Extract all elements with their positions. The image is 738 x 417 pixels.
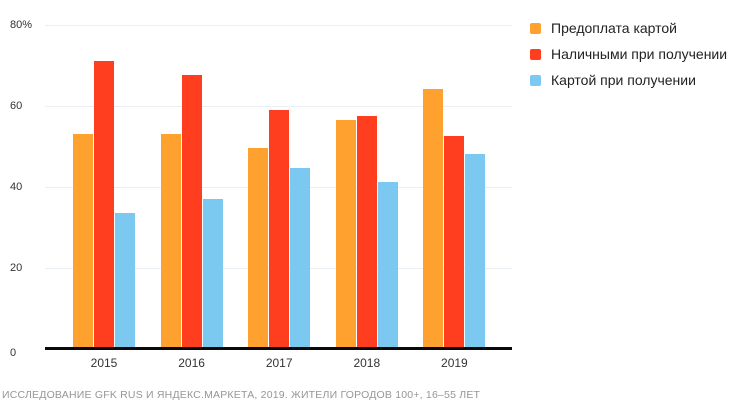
gridline-60 [45, 105, 512, 107]
bar-2016-series-0[interactable] [160, 133, 181, 349]
bar-2016-series-2[interactable] [202, 198, 223, 349]
legend-swatch-icon [530, 22, 541, 34]
bar-2015-series-0[interactable] [73, 133, 93, 349]
bar-2015-series-1[interactable] [94, 60, 114, 349]
legend-item-2[interactable]: Картой при получении [530, 72, 727, 88]
x-tick-label-2018: 2018 [353, 356, 381, 370]
legend-label: Картой при получении [551, 72, 696, 88]
bar-2015-series-2[interactable] [115, 212, 135, 349]
legend-item-1[interactable]: Наличными при получении [530, 46, 727, 62]
legend-swatch-icon [530, 74, 541, 86]
bar-2018-series-1[interactable] [356, 115, 377, 349]
legend: Предоплата картой Наличными при получении… [530, 20, 727, 88]
bar-2017-series-0[interactable] [248, 148, 269, 349]
x-tick-label-2019: 2019 [441, 356, 468, 370]
y-tick-label-60: 60 [10, 99, 23, 112]
source-note: ИССЛЕДОВАНИЕ GFK RUS И ЯНДЕКС.МАРКЕТА, 2… [2, 389, 481, 401]
bar-2019-series-0[interactable] [423, 89, 444, 349]
bar-2018-series-2[interactable] [377, 182, 398, 349]
bar-2018-series-0[interactable] [335, 119, 356, 349]
bar-2017-series-1[interactable] [269, 109, 290, 349]
bar-2017-series-2[interactable] [290, 168, 311, 349]
legend-item-0[interactable]: Предоплата картой [530, 20, 727, 36]
legend-label: Наличными при получении [551, 46, 728, 62]
x-tick-label-2017: 2017 [265, 356, 293, 370]
x-tick-label-2015: 2015 [90, 356, 118, 370]
bar-2016-series-1[interactable] [181, 75, 202, 349]
legend-swatch-icon [530, 48, 541, 60]
legend-label: Предоплата картой [551, 20, 677, 36]
y-tick-label-20: 20 [10, 261, 23, 274]
y-tick-label-40: 40 [10, 180, 23, 193]
y-tick-label-0: 0 [10, 346, 17, 359]
bar-2019-series-2[interactable] [465, 154, 486, 349]
x-tick-label-2016: 2016 [178, 356, 205, 370]
y-tick-label-80: 80% [10, 18, 33, 31]
bar-2019-series-1[interactable] [444, 135, 465, 349]
x-axis-line [45, 347, 512, 350]
gridline-80 [45, 24, 512, 26]
